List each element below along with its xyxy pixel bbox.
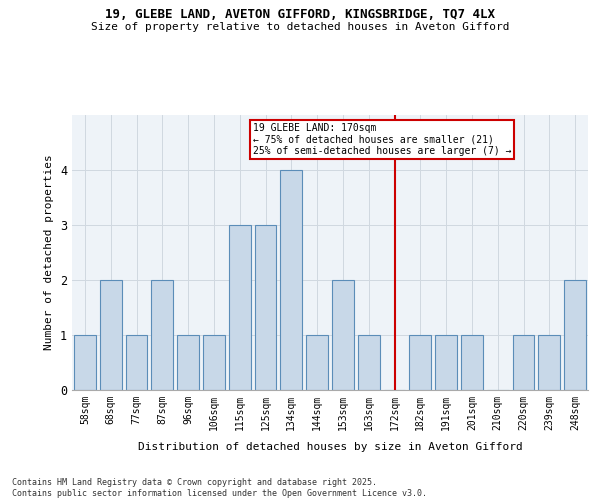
Bar bbox=[435, 335, 457, 390]
Text: 19, GLEBE LAND, AVETON GIFFORD, KINGSBRIDGE, TQ7 4LX: 19, GLEBE LAND, AVETON GIFFORD, KINGSBRI… bbox=[105, 8, 495, 20]
Bar bbox=[306, 335, 328, 390]
Bar bbox=[538, 335, 560, 390]
Bar bbox=[254, 225, 277, 390]
Bar bbox=[564, 280, 586, 390]
Y-axis label: Number of detached properties: Number of detached properties bbox=[44, 154, 55, 350]
Bar bbox=[409, 335, 431, 390]
Bar bbox=[332, 280, 354, 390]
Bar bbox=[151, 280, 173, 390]
Text: Size of property relative to detached houses in Aveton Gifford: Size of property relative to detached ho… bbox=[91, 22, 509, 32]
Text: Contains HM Land Registry data © Crown copyright and database right 2025.
Contai: Contains HM Land Registry data © Crown c… bbox=[12, 478, 427, 498]
Bar bbox=[358, 335, 380, 390]
Bar bbox=[461, 335, 483, 390]
Bar bbox=[229, 225, 251, 390]
Bar bbox=[280, 170, 302, 390]
Bar bbox=[177, 335, 199, 390]
Bar bbox=[74, 335, 96, 390]
Text: 19 GLEBE LAND: 170sqm
← 75% of detached houses are smaller (21)
25% of semi-deta: 19 GLEBE LAND: 170sqm ← 75% of detached … bbox=[253, 123, 511, 156]
Text: Distribution of detached houses by size in Aveton Gifford: Distribution of detached houses by size … bbox=[137, 442, 523, 452]
Bar bbox=[512, 335, 535, 390]
Bar bbox=[203, 335, 225, 390]
Bar bbox=[100, 280, 122, 390]
Bar bbox=[125, 335, 148, 390]
